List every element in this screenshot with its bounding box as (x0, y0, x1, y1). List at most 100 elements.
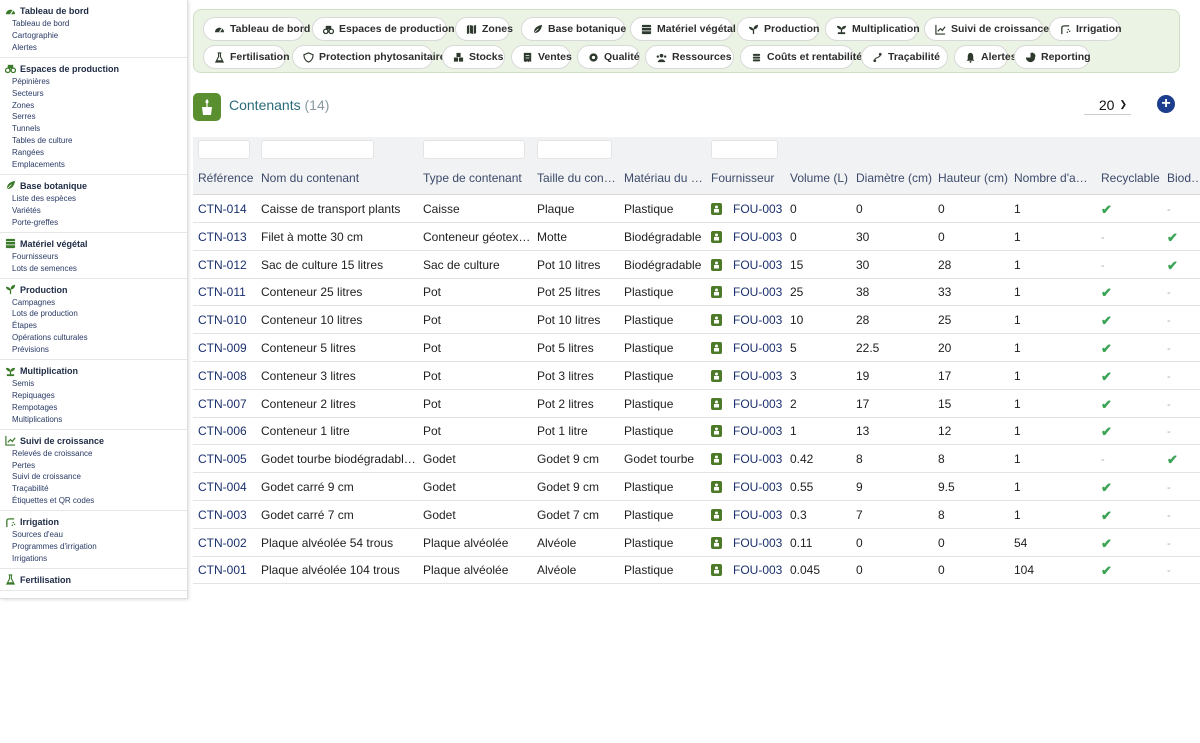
sidebar-heading-irrigation[interactable]: Irrigation (0, 515, 187, 529)
reference-link[interactable]: CTN-004 (198, 480, 247, 494)
column-filter-input[interactable] (423, 140, 525, 159)
nav-button-production[interactable]: Production (737, 17, 819, 41)
supplier-link[interactable]: FOU-003 (711, 508, 787, 522)
sidebar-heading-fertilisation[interactable]: Fertilisation (0, 573, 187, 587)
sidebar-item-fournisseurs[interactable]: Fournisseurs (12, 251, 59, 261)
reference-link[interactable]: CTN-005 (198, 452, 247, 467)
sidebar-item-etapes[interactable]: Étapes (12, 321, 37, 331)
supplier-link[interactable]: FOU-003 (711, 397, 787, 411)
supplier-link[interactable]: FOU-003 (711, 285, 787, 299)
sidebar-heading-materiel-vegetal[interactable]: Matériel végétal (0, 237, 187, 251)
reference-link[interactable]: CTN-009 (198, 341, 247, 355)
sidebar-item-releves-de-croissance[interactable]: Relevés de croissance (12, 448, 93, 458)
sidebar-item-alertes[interactable]: Alertes (12, 42, 37, 52)
sidebar-item-irrigations[interactable]: Irrigations (12, 554, 48, 563)
reference-link[interactable]: CTN-006 (198, 424, 247, 439)
column-header-materiau-du-contenant[interactable]: Matériau du contenant (624, 171, 706, 185)
supplier-link[interactable]: FOU-003 (711, 258, 787, 272)
reference-link[interactable]: CTN-012 (198, 257, 247, 272)
reference-link[interactable]: CTN-008 (198, 368, 247, 383)
sidebar-item-repiquages[interactable]: Repiquages (12, 390, 55, 400)
reference-link[interactable]: CTN-007 (198, 396, 247, 411)
sidebar-item-previsions[interactable]: Prévisions (12, 345, 49, 355)
column-header-nombre-d-alveoles[interactable]: Nombre d'alvéoles (1014, 171, 1089, 185)
supplier-link[interactable]: FOU-003 (711, 480, 787, 494)
nav-button-irrigation[interactable]: Irrigation (1049, 17, 1122, 41)
sidebar-item-rempotages[interactable]: Rempotages (12, 402, 58, 412)
sidebar-item-pepinieres[interactable]: Pépinières (12, 76, 50, 86)
sidebar-item-pertes[interactable]: Pertes (12, 460, 36, 470)
sidebar-item-serres[interactable]: Serres (12, 112, 36, 122)
sidebar-item-tunnels[interactable]: Tunnels (12, 124, 41, 134)
sidebar-item-semis[interactable]: Semis (12, 379, 35, 389)
column-header-taille-du-contenant[interactable]: Taille du contenant (537, 171, 619, 185)
nav-button-reporting[interactable]: Reporting (1014, 45, 1091, 69)
table-row[interactable]: CTN-011 Conteneur 25 litres Pot Pot 25 litr… (193, 278, 1200, 307)
nav-button-tableau-de-bord[interactable]: Tableau de bord (203, 17, 310, 41)
sidebar-item-lots-de-semences[interactable]: Lots de semences (12, 263, 77, 273)
sidebar-item-lots-de-production[interactable]: Lots de production (12, 309, 78, 319)
sidebar-item-campagnes[interactable]: Campagnes (12, 297, 56, 307)
sidebar-item-tableau-de-bord[interactable]: Tableau de bord (12, 19, 70, 28)
nav-button-tracabilite[interactable]: Traçabilité (861, 45, 948, 69)
sidebar-item-tables-de-culture[interactable]: Tables de culture (12, 136, 73, 146)
sidebar-item-programmes-d-irrigation[interactable]: Programmes d'irrigation (12, 542, 97, 552)
sidebar-heading-espaces-de-production[interactable]: Espaces de production (0, 62, 187, 76)
supplier-link[interactable]: FOU-003 (711, 202, 787, 216)
table-row[interactable]: CTN-004 Godet carré 9 cm Godet Godet 9 cm Pl… (193, 473, 1200, 501)
sidebar-heading-suivi-de-croissance[interactable]: Suivi de croissance (0, 434, 187, 448)
table-row[interactable]: CTN-001 Plaque alvéolée 104 trous Plaque a… (193, 556, 1200, 584)
sidebar-item-operations-culturales[interactable]: Opérations culturales (12, 333, 88, 343)
sidebar-item-sources-d-eau[interactable]: Sources d'eau (12, 530, 63, 540)
sidebar-item-varietes[interactable]: Variétés (12, 205, 41, 215)
nav-button-suivi-de-croissance[interactable]: Suivi de croissance (924, 17, 1049, 41)
table-row[interactable]: CTN-006 Conteneur 1 litre Pot Pot 1 litre Pl… (193, 417, 1200, 446)
supplier-link[interactable]: FOU-003 (711, 536, 787, 550)
reference-link[interactable]: CTN-001 (198, 563, 247, 578)
sidebar-item-cartographie[interactable]: Cartographie (12, 30, 59, 40)
page-size-select[interactable]: 20 ❯ (1084, 95, 1131, 115)
sidebar-heading-tableau-de-bord[interactable]: Tableau de bord (0, 4, 187, 18)
column-filter-input[interactable] (537, 140, 612, 159)
sidebar-item-zones[interactable]: Zones (12, 100, 35, 110)
table-row[interactable]: CTN-014 Caisse de transport plants Caisse P… (193, 195, 1200, 223)
column-header-fournisseur[interactable]: Fournisseur (711, 171, 775, 185)
table-row[interactable]: CTN-010 Conteneur 10 litres Pot Pot 10 litr… (193, 306, 1200, 335)
supplier-link[interactable]: FOU-003 (711, 563, 787, 577)
nav-button-ventes[interactable]: Ventes (511, 45, 572, 69)
table-row[interactable]: CTN-009 Conteneur 5 litres Pot Pot 5 litres… (193, 334, 1200, 362)
add-button[interactable]: + (1157, 95, 1175, 113)
table-row[interactable]: CTN-008 Conteneur 3 litres Pot Pot 3 litres… (193, 362, 1200, 390)
table-row[interactable]: CTN-007 Conteneur 2 litres Pot Pot 2 litres… (193, 390, 1200, 418)
sidebar-heading-multiplication[interactable]: Multiplication (0, 364, 187, 378)
nav-button-zones[interactable]: Zones (455, 17, 513, 41)
supplier-link[interactable]: FOU-003 (711, 424, 787, 438)
nav-button-multiplication[interactable]: Multiplication (825, 17, 920, 41)
column-filter-input[interactable] (198, 140, 250, 159)
sidebar-item-secteurs[interactable]: Secteurs (12, 88, 44, 98)
reference-link[interactable]: CTN-003 (198, 507, 247, 522)
supplier-link[interactable]: FOU-003 (711, 452, 787, 466)
supplier-link[interactable]: FOU-003 (711, 230, 787, 244)
column-header-nom-du-contenant[interactable]: Nom du contenant (261, 171, 360, 185)
nav-button-qualite[interactable]: Qualité (577, 45, 640, 69)
reference-link[interactable]: CTN-002 (198, 535, 247, 550)
nav-button-ressources[interactable]: Ressources (645, 45, 734, 69)
column-header-recyclable[interactable]: Recyclable (1101, 171, 1160, 185)
sidebar-item-multiplications[interactable]: Multiplications (12, 414, 63, 424)
sidebar-heading-production[interactable]: Production (0, 283, 187, 297)
sidebar-item-rangees[interactable]: Rangées (12, 148, 45, 158)
supplier-link[interactable]: FOU-003 (711, 313, 787, 327)
reference-link[interactable]: CTN-014 (198, 202, 247, 216)
nav-button-fertilisation[interactable]: Fertilisation (203, 45, 290, 69)
table-row[interactable]: CTN-005 Godet tourbe biodégradable 9 cm Go… (193, 445, 1200, 474)
reference-link[interactable]: CTN-010 (198, 313, 247, 328)
table-row[interactable]: CTN-003 Godet carré 7 cm Godet Godet 7 cm Pl… (193, 501, 1200, 529)
column-filter-input[interactable] (711, 140, 778, 159)
column-header-hauteur-cm[interactable]: Hauteur (cm) (938, 171, 1009, 185)
nav-button-base-botanique[interactable]: Base botanique (521, 17, 626, 41)
sidebar-item-emplacements[interactable]: Emplacements (12, 160, 65, 170)
column-header-reference[interactable]: Référence (198, 171, 254, 185)
column-filter-input[interactable] (261, 140, 374, 159)
sidebar-item-liste-des-especes[interactable]: Liste des espèces (12, 193, 77, 203)
